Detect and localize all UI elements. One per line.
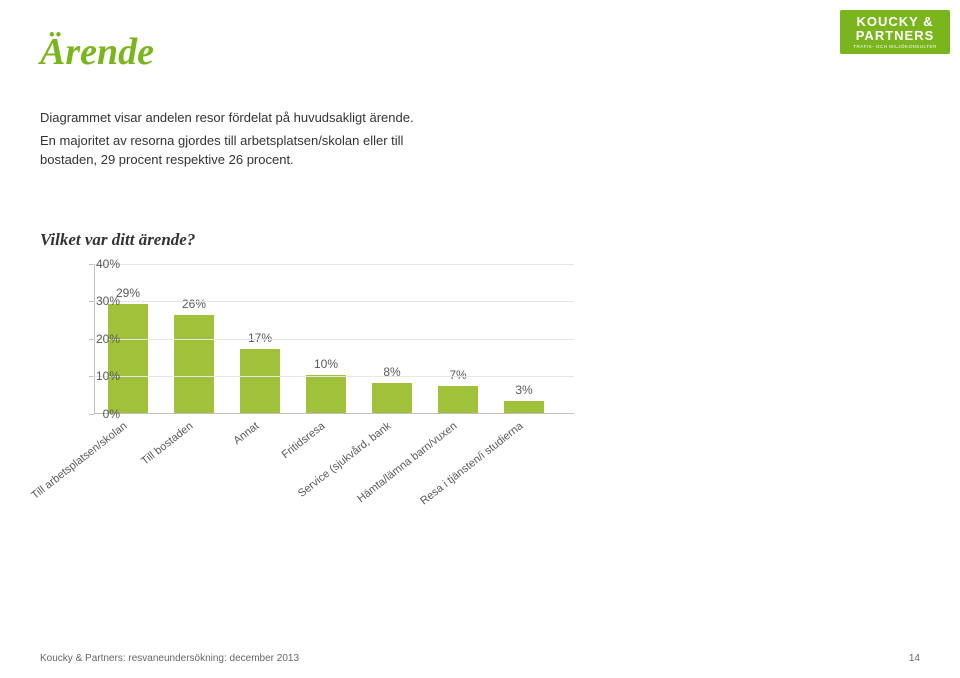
logo-text: KOUCKY & PARTNERS (856, 15, 935, 42)
bar (108, 304, 148, 413)
grid-line (94, 264, 574, 265)
bar (438, 386, 478, 412)
y-tick-label: 40% (80, 257, 120, 271)
bar (504, 401, 544, 412)
description-block: Diagrammet visar andelen resor fördelat … (40, 109, 420, 170)
description-p2: En majoritet av resorna gjordes till arb… (40, 132, 420, 170)
page-title: Ärende (40, 30, 920, 74)
bar (240, 349, 280, 413)
bar-value-label: 10% (296, 357, 356, 371)
page-number: 14 (909, 653, 920, 664)
category-label: Annat (231, 420, 261, 447)
y-tick-label: 0% (80, 407, 120, 421)
brand-logo: KOUCKY & PARTNERS TRAFIK- OCH MILJÖKONSU… (840, 10, 950, 54)
plot-area: 29%26%17%10%8%7%3% (94, 264, 574, 414)
page: KOUCKY & PARTNERS TRAFIK- OCH MILJÖKONSU… (0, 0, 960, 678)
bar-value-label: 3% (494, 383, 554, 397)
bar (372, 383, 412, 413)
y-tick-label: 20% (80, 332, 120, 346)
chart-title: Vilket var ditt ärende? (40, 230, 920, 250)
grid-line (94, 376, 574, 377)
y-tick-label: 10% (80, 369, 120, 383)
bar-chart: 29%26%17%10%8%7%3% 0%10%20%30%40% Till a… (50, 264, 610, 504)
logo-line2: PARTNERS (856, 28, 935, 43)
grid-line (94, 301, 574, 302)
description-p1: Diagrammet visar andelen resor fördelat … (40, 109, 420, 128)
bar (306, 375, 346, 413)
category-label: Till arbetsplatsen/skolan (29, 420, 129, 502)
y-tick-label: 30% (80, 294, 120, 308)
category-label: Till bostaden (139, 420, 195, 468)
category-label: Fritidsresa (280, 420, 328, 461)
logo-subtext: TRAFIK- OCH MILJÖKONSULTER (853, 44, 936, 49)
footer-text: Koucky & Partners: resvaneundersökning: … (40, 653, 299, 664)
bar-value-label: 26% (164, 297, 224, 311)
bar (174, 315, 214, 413)
grid-line (94, 339, 574, 340)
